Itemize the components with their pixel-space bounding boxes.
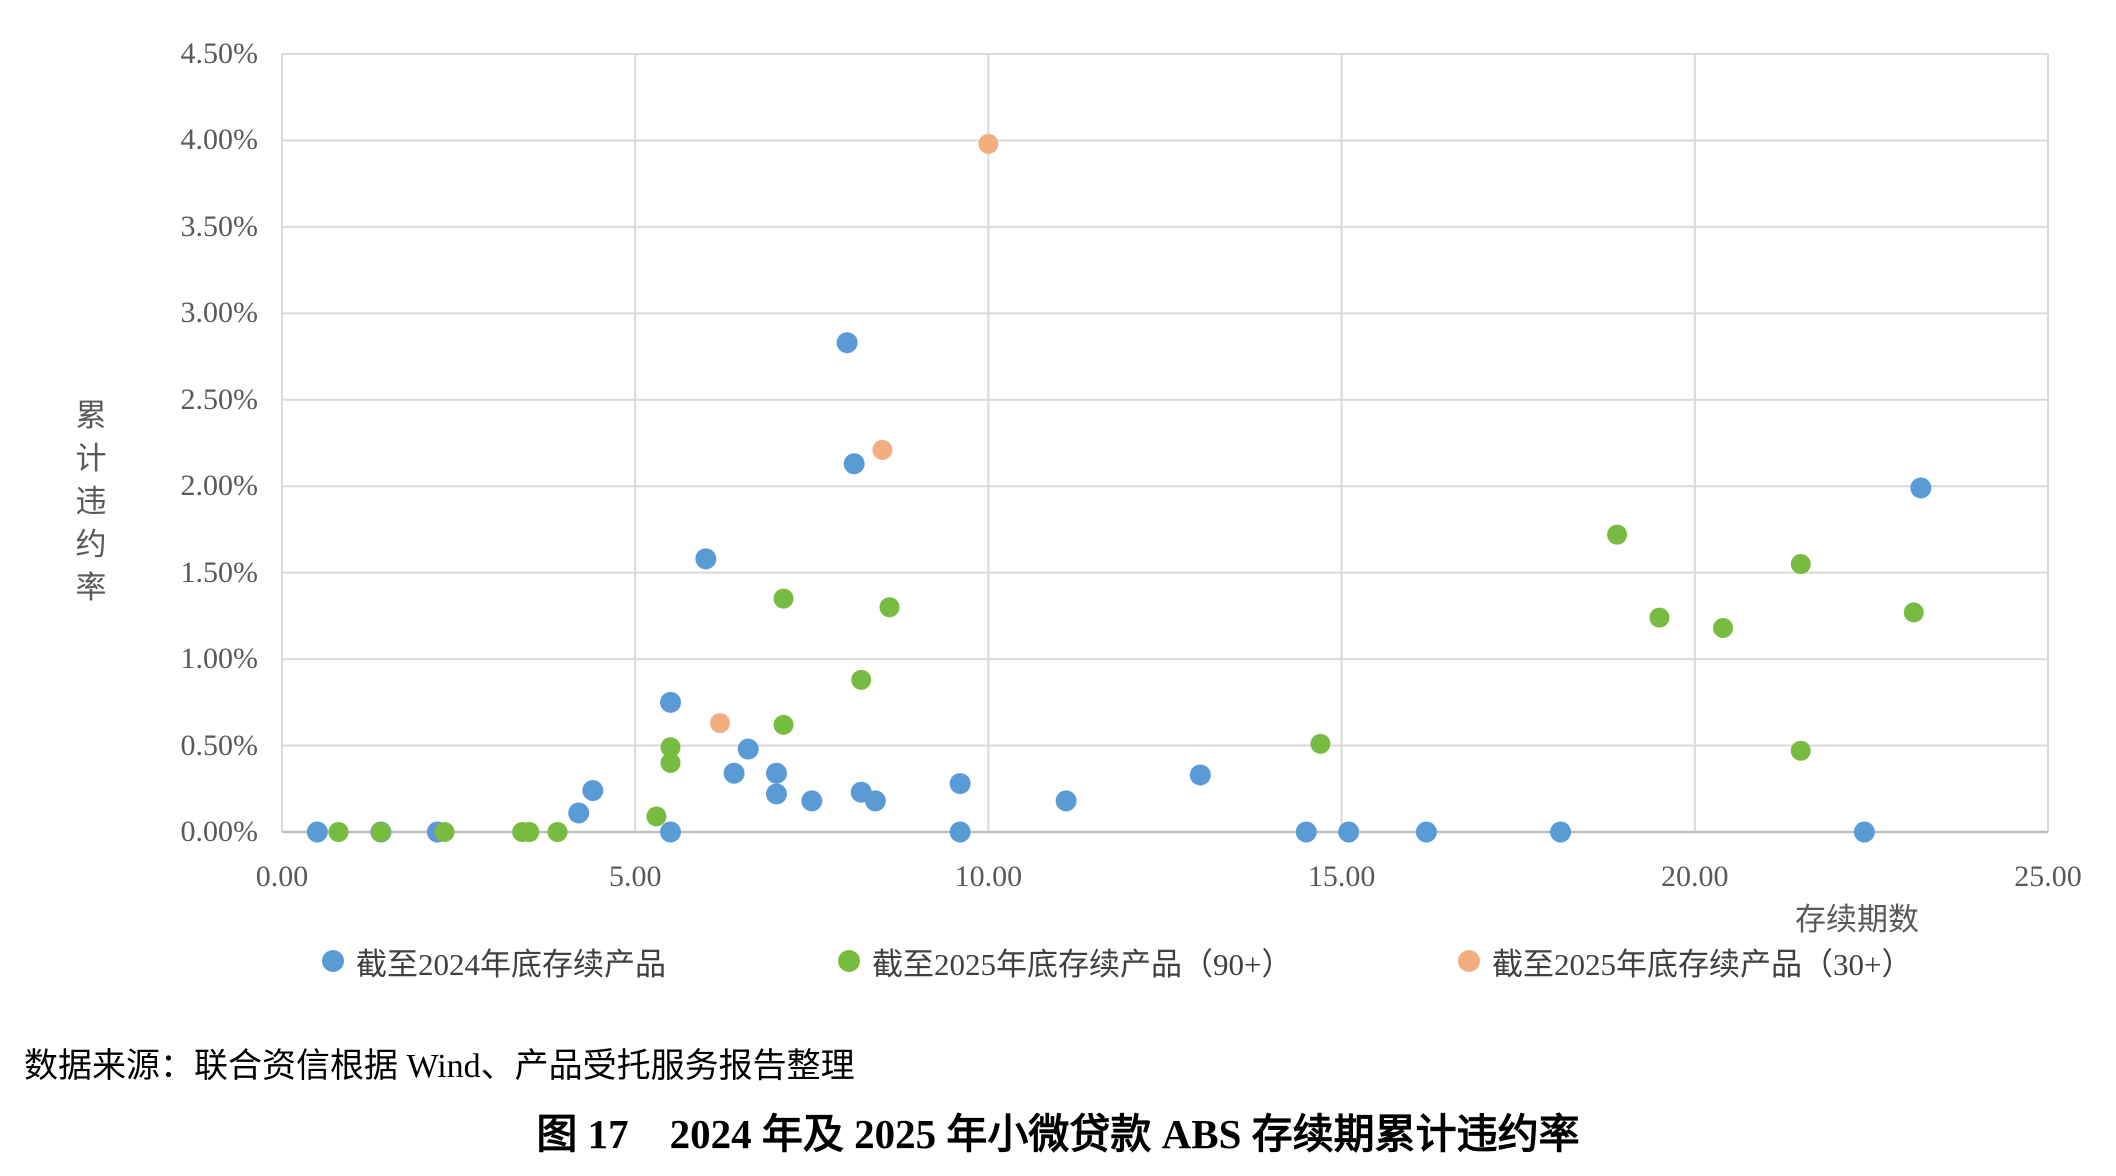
data-point-series-3	[978, 133, 999, 154]
data-point-series-1	[949, 773, 971, 795]
data-point-series-2	[773, 714, 794, 735]
x-tick-label: 5.00	[608, 860, 662, 893]
data-point-series-2	[660, 737, 681, 758]
data-point-series-1	[1338, 821, 1360, 843]
data-point-series-1	[836, 332, 858, 354]
data-point-series-2	[851, 669, 872, 690]
data-point-series-2	[1310, 733, 1331, 754]
data-point-series-1	[801, 790, 823, 812]
data-point-series-1	[582, 780, 604, 802]
data-point-series-2	[370, 822, 391, 842]
data-point-series-2	[328, 822, 349, 842]
data-point-series-1	[1853, 821, 1875, 843]
data-point-series-2	[879, 597, 900, 618]
data-point-series-1	[1055, 790, 1077, 812]
data-point-series-1	[765, 783, 787, 805]
legend-marker-icon	[838, 950, 860, 972]
data-point-series-2	[1649, 607, 1670, 628]
y-tick-label: 2.50%	[180, 382, 259, 416]
data-point-series-1	[949, 821, 971, 843]
y-tick-label: 4.50%	[180, 37, 259, 70]
data-point-series-1	[765, 762, 787, 784]
data-point-series-1	[306, 821, 328, 843]
y-tick-label: 0.00%	[180, 815, 259, 848]
data-point-series-1	[737, 738, 759, 760]
legend-marker-icon	[322, 950, 344, 972]
source-note: 数据来源：联合资信根据 Wind、产品受托服务报告整理	[24, 1048, 855, 1085]
x-axis-title: 存续期数	[1795, 902, 1919, 937]
data-point-series-2	[773, 588, 794, 609]
legend-item: 截至2025年底存续产品（30+）	[1458, 938, 1912, 984]
data-point-series-1	[723, 762, 745, 784]
data-point-series-1	[660, 821, 682, 843]
figure-caption: 图 17 2024 年及 2025 年小微贷款 ABS 存续期累计违约率	[536, 1111, 1580, 1157]
data-point-series-2	[1790, 554, 1811, 575]
data-point-series-1	[1189, 764, 1211, 786]
legend-item: 截至2024年底存续产品	[322, 938, 666, 984]
data-point-series-1	[1910, 477, 1932, 499]
y-tick-label: 1.50%	[180, 555, 259, 589]
data-point-series-2	[434, 822, 455, 842]
legend-marker-icon	[1458, 950, 1480, 972]
data-point-series-2	[1903, 602, 1924, 623]
data-point-series-1	[660, 691, 682, 713]
y-tick-label: 3.00%	[180, 296, 259, 330]
y-axis-title: 累 计 违 约 率	[75, 398, 107, 605]
y-tick-label: 2.00%	[180, 469, 259, 503]
data-point-series-2	[1607, 524, 1628, 545]
data-point-series-3	[872, 439, 893, 460]
y-tick-label: 1.00%	[180, 642, 259, 676]
data-point-series-3	[709, 713, 730, 734]
data-point-series-1	[695, 548, 717, 570]
x-tick-label: 0.00	[255, 860, 309, 893]
legend-label: 截至2024年底存续产品	[356, 946, 666, 982]
x-tick-label: 25.00	[2014, 860, 2082, 893]
data-point-series-1	[1550, 821, 1572, 843]
data-point-series-2	[660, 752, 681, 773]
y-tick-label: 3.50%	[180, 209, 259, 243]
data-point-series-2	[1790, 740, 1811, 761]
y-tick-label: 0.50%	[180, 728, 259, 762]
legend-label: 截至2025年底存续产品（90+）	[872, 946, 1293, 982]
x-tick-label: 15.00	[1307, 860, 1376, 893]
x-tick-label: 10.00	[954, 860, 1023, 893]
data-point-series-1	[568, 802, 590, 824]
y-tick-label: 4.00%	[180, 123, 259, 157]
data-point-series-2	[646, 806, 667, 827]
data-point-series-2	[1713, 617, 1734, 638]
data-point-series-1	[864, 790, 886, 812]
data-point-series-2	[547, 822, 568, 842]
legend: 截至2024年底存续产品 截至2025年底存续产品（90+） 截至2025年底存续产…	[0, 938, 2116, 984]
data-point-series-2	[519, 822, 540, 842]
legend-label: 截至2025年底存续产品（30+）	[1492, 946, 1913, 982]
legend-item: 截至2025年底存续产品（90+）	[838, 938, 1292, 984]
data-point-series-1	[843, 453, 865, 475]
data-point-series-1	[1295, 821, 1317, 843]
x-tick-label: 20.00	[1661, 860, 1729, 893]
data-point-series-1	[1415, 821, 1437, 843]
